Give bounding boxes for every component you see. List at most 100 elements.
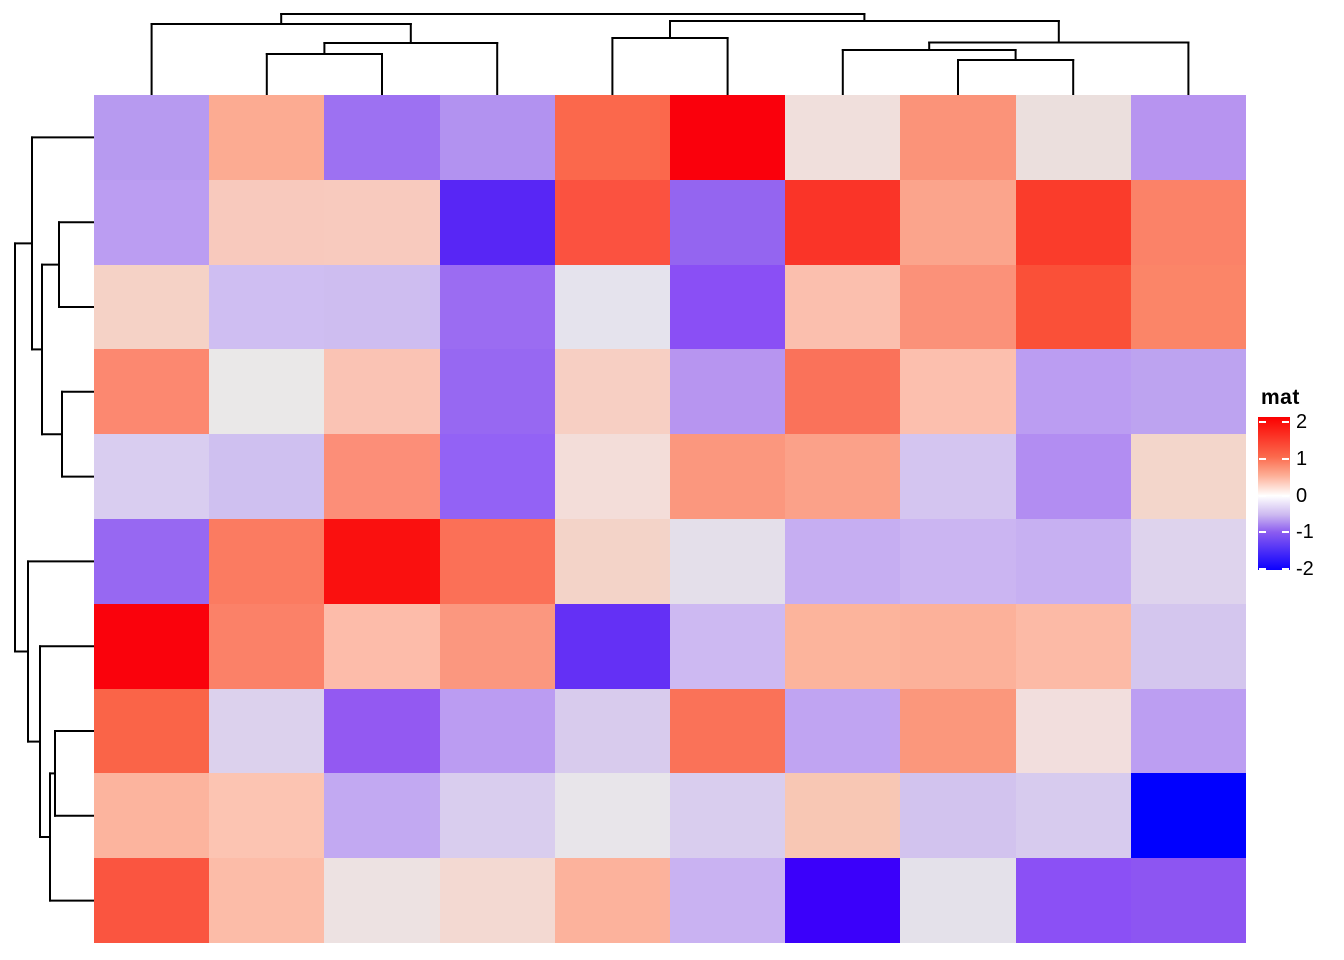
heatmap-cell-r9-c3 — [324, 773, 440, 859]
heatmap-cell-r5-c9 — [1015, 434, 1131, 519]
heatmap-cell-r9-c1 — [94, 773, 210, 859]
heatmap-cell-r9-c6 — [669, 773, 786, 859]
heatmap-cell-r10-c9 — [1015, 858, 1131, 943]
heatmap-cell-r8-c6 — [669, 688, 786, 774]
legend-tick-label: 1 — [1296, 448, 1308, 471]
heatmap-cell-r3-c4 — [439, 264, 555, 350]
heatmap-cell-r5-c10 — [1130, 434, 1246, 519]
heatmap-cell-r3-c7 — [785, 264, 901, 350]
legend-tick-mark — [1259, 494, 1266, 497]
heatmap-cell-r6-c5 — [554, 519, 670, 604]
heatmap-cell-r8-c9 — [1015, 688, 1131, 774]
heatmap-cell-r9-c2 — [209, 773, 325, 859]
heatmap-cell-r4-c8 — [900, 349, 1016, 435]
heatmap-cell-r1-c10 — [1130, 95, 1246, 180]
heatmap-cell-r2-c1 — [94, 179, 210, 265]
heatmap-cell-r10-c4 — [439, 858, 555, 943]
legend-tick-label: 0 — [1296, 484, 1308, 507]
legend-tick-mark — [1282, 494, 1289, 497]
heatmap-cell-r9-c5 — [554, 773, 670, 859]
heatmap-cell-r3-c5 — [554, 264, 670, 350]
heatmap-cell-r4-c4 — [439, 349, 555, 435]
heatmap-cell-r4-c5 — [554, 349, 670, 435]
heatmap-cell-r3-c8 — [900, 264, 1016, 350]
heatmap-cell-r2-c5 — [554, 179, 670, 265]
heatmap-cell-r7-c9 — [1015, 603, 1131, 689]
heatmap-cell-r2-c10 — [1130, 179, 1246, 265]
legend: mat 2 1 0 -1 -2 — [1256, 386, 1344, 596]
heatmap-cell-r2-c8 — [900, 179, 1016, 265]
legend-tick-label: -2 — [1296, 557, 1314, 580]
heatmap-cell-r9-c10 — [1130, 773, 1246, 859]
heatmap-cell-r10-c3 — [324, 858, 440, 943]
heatmap-cell-r6-c10 — [1130, 519, 1246, 604]
heatmap-cell-r5-c8 — [900, 434, 1016, 519]
heatmap-cell-r5-c7 — [785, 434, 901, 519]
heatmap-cell-r8-c7 — [785, 688, 901, 774]
legend-tick-mark — [1259, 567, 1266, 570]
heatmap-cell-r2-c4 — [439, 179, 555, 265]
heatmap-cell-r6-c6 — [669, 519, 786, 604]
heatmap-cell-r6-c4 — [439, 519, 555, 604]
heatmap-cell-r5-c2 — [209, 434, 325, 519]
heatmap-cell-r10-c2 — [209, 858, 325, 943]
legend-colorbar — [1258, 417, 1290, 570]
heatmap-cell-r3-c2 — [209, 264, 325, 350]
heatmap-cell-r9-c9 — [1015, 773, 1131, 859]
heatmap-cell-r10-c5 — [554, 858, 670, 943]
heatmap-cell-r1-c2 — [209, 95, 325, 180]
heatmap-cell-r2-c7 — [785, 179, 901, 265]
heatmap-cell-r5-c1 — [94, 434, 210, 519]
heatmap-cell-r2-c2 — [209, 179, 325, 265]
heatmap-cell-r1-c6 — [669, 95, 786, 180]
heatmap-cell-r6-c9 — [1015, 519, 1131, 604]
heatmap-cell-r4-c10 — [1130, 349, 1246, 435]
heatmap-cell-r7-c1 — [94, 603, 210, 689]
heatmap-cell-r7-c4 — [439, 603, 555, 689]
heatmap-cell-r1-c4 — [439, 95, 555, 180]
heatmap-cell-r7-c2 — [209, 603, 325, 689]
heatmap-cell-r3-c3 — [324, 264, 440, 350]
heatmap-cell-r7-c10 — [1130, 603, 1246, 689]
heatmap-cell-r8-c8 — [900, 688, 1016, 774]
legend-title: mat — [1261, 386, 1300, 409]
heatmap-cell-r5-c5 — [554, 434, 670, 519]
heatmap-cell-r1-c8 — [900, 95, 1016, 180]
heatmap-cell-r3-c10 — [1130, 264, 1246, 350]
heatmap-cell-r3-c6 — [669, 264, 786, 350]
heatmap-cell-r2-c6 — [669, 179, 786, 265]
legend-tick-mark — [1282, 567, 1289, 570]
heatmap-cell-r4-c9 — [1015, 349, 1131, 435]
heatmap-cell-r6-c8 — [900, 519, 1016, 604]
heatmap-cell-r4-c2 — [209, 349, 325, 435]
heatmap-cell-r10-c7 — [785, 858, 901, 943]
heatmap-cell-r1-c9 — [1015, 95, 1131, 180]
heatmap-cell-r8-c10 — [1130, 688, 1246, 774]
heatmap-cell-r1-c3 — [324, 95, 440, 180]
heatmap-cell-r4-c7 — [785, 349, 901, 435]
heatmap-cell-r9-c4 — [439, 773, 555, 859]
heatmap-cell-r8-c5 — [554, 688, 670, 774]
heatmap-cell-r8-c4 — [439, 688, 555, 774]
heatmap-cell-r1-c1 — [94, 95, 210, 180]
heatmap-cell-r7-c5 — [554, 603, 670, 689]
heatmap-cell-r7-c6 — [669, 603, 786, 689]
heatmap-cell-r6-c7 — [785, 519, 901, 604]
heatmap-body — [94, 95, 1246, 943]
heatmap-cell-r10-c6 — [669, 858, 786, 943]
heatmap-cell-r8-c3 — [324, 688, 440, 774]
heatmap-cell-r6-c2 — [209, 519, 325, 604]
heatmap-cell-r10-c10 — [1130, 858, 1246, 943]
heatmap-cell-r7-c3 — [324, 603, 440, 689]
heatmap-cell-r9-c7 — [785, 773, 901, 859]
heatmap-cell-r5-c3 — [324, 434, 440, 519]
heatmap-cell-r1-c5 — [554, 95, 670, 180]
legend-tick-label: -1 — [1296, 521, 1314, 544]
heatmap-cell-r4-c1 — [94, 349, 210, 435]
legend-tick-mark — [1259, 458, 1266, 461]
heatmap-cell-r8-c1 — [94, 688, 210, 774]
heatmap-cell-r5-c6 — [669, 434, 786, 519]
heatmap-cell-r4-c3 — [324, 349, 440, 435]
heatmap-cell-r3-c1 — [94, 264, 210, 350]
